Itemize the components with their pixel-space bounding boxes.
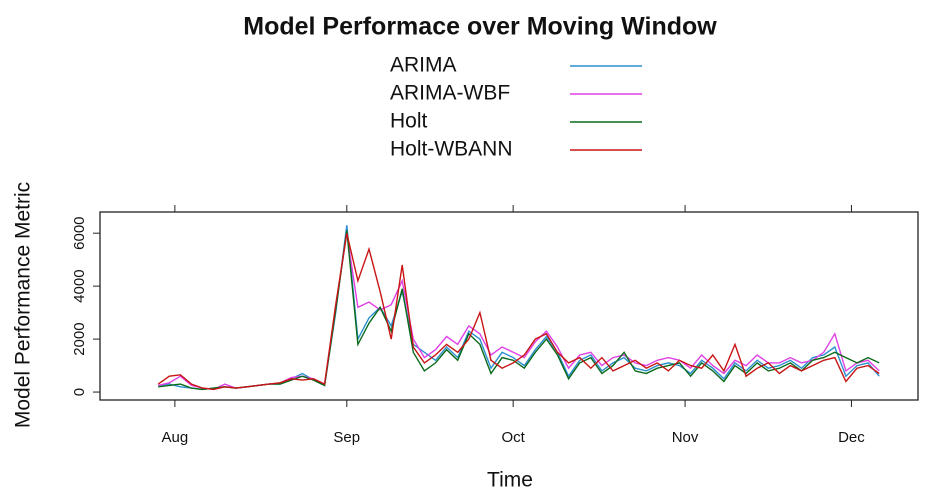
x-tick-label: Nov xyxy=(672,429,699,446)
y-tick-label: 0 xyxy=(71,388,88,396)
legend-label: Holt-WBANN xyxy=(390,138,513,161)
y-tick-label: 4000 xyxy=(71,269,88,302)
x-tick-label: Oct xyxy=(501,429,525,446)
legend-label: ARIMA xyxy=(390,54,457,77)
x-tick-label: Sep xyxy=(333,429,360,446)
legend-label: Holt xyxy=(390,110,428,133)
chart-title: Model Performace over Moving Window xyxy=(243,13,717,41)
plot-frame xyxy=(99,211,919,401)
y-tick-label: 6000 xyxy=(71,216,88,249)
x-tick-label: Aug xyxy=(162,429,189,446)
series-line xyxy=(158,230,880,391)
x-axis-label: Time xyxy=(487,469,533,492)
legend-label: ARIMA-WBF xyxy=(390,82,510,105)
y-axis-label: Model Performance Metric xyxy=(12,182,35,428)
x-tick-label: Dec xyxy=(838,429,865,446)
series-line xyxy=(157,233,880,391)
y-tick-label: 2000 xyxy=(71,322,88,355)
